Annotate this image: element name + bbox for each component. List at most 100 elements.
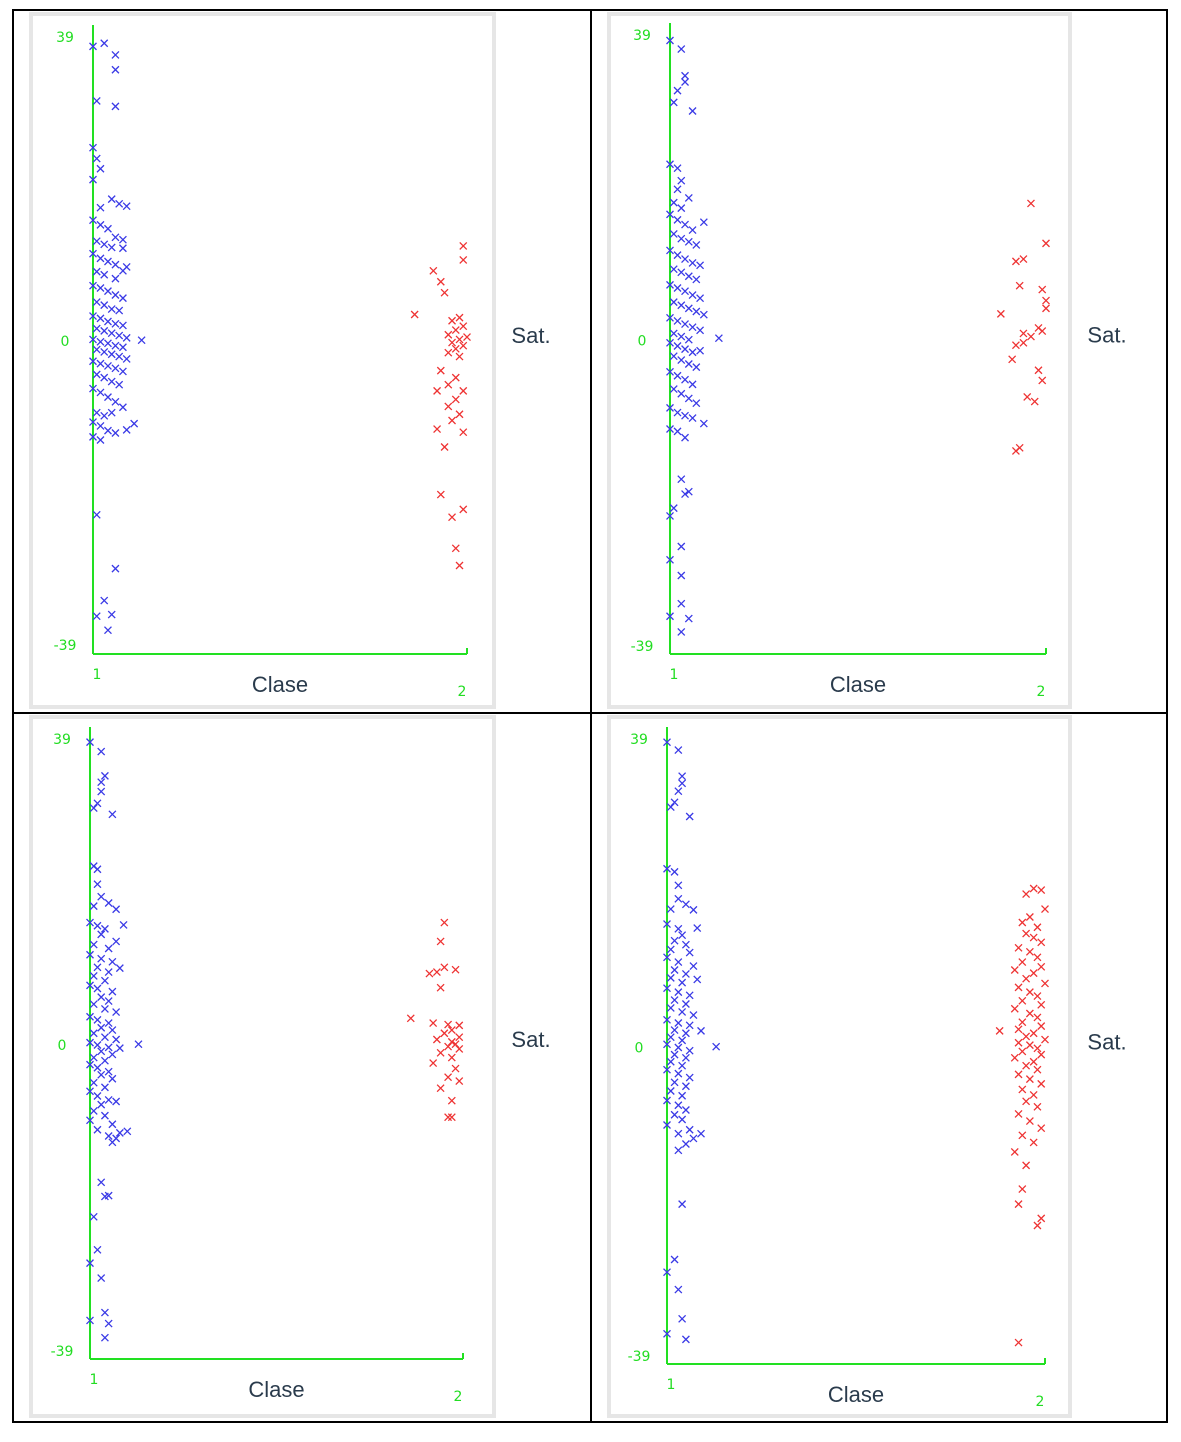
data-point — [674, 881, 683, 890]
data-point — [674, 1146, 683, 1155]
data-point — [678, 931, 687, 940]
data-point — [459, 241, 468, 250]
data-point — [104, 361, 112, 370]
data-point — [440, 288, 449, 297]
data-point — [666, 246, 674, 255]
data-point — [663, 1121, 671, 1129]
data-point — [689, 1134, 698, 1143]
y-tick-label: -39 — [51, 1344, 74, 1360]
data-point — [1037, 1214, 1046, 1223]
data-point — [1014, 1200, 1023, 1209]
data-point — [118, 244, 127, 253]
data-point — [681, 220, 689, 229]
data-point — [1034, 366, 1043, 375]
data-point — [86, 1259, 94, 1268]
data-point — [451, 395, 460, 404]
data-point — [92, 298, 101, 306]
data-point — [674, 1129, 683, 1138]
data-point — [681, 900, 690, 909]
data-point — [681, 411, 689, 420]
data-point — [459, 428, 468, 437]
data-point — [674, 958, 683, 967]
data-point — [97, 1070, 106, 1079]
data-point — [688, 380, 697, 389]
data-point — [115, 1128, 124, 1137]
x-tick-label: 1 — [90, 1372, 99, 1388]
data-point — [692, 240, 701, 249]
data-point — [678, 1091, 687, 1100]
data-point — [670, 867, 679, 876]
data-point — [699, 419, 708, 428]
panel-frame — [12, 9, 1168, 1423]
data-point — [1038, 327, 1047, 336]
data-point — [1033, 923, 1042, 932]
data-point — [1033, 1102, 1042, 1111]
data-point — [112, 1134, 121, 1143]
data-point — [1025, 1075, 1034, 1084]
data-point — [1018, 996, 1027, 1005]
data-point — [122, 425, 131, 434]
data-point — [685, 812, 694, 821]
data-point — [89, 971, 98, 980]
data-point — [1010, 1004, 1019, 1013]
data-point — [684, 237, 693, 246]
data-point — [1018, 958, 1027, 967]
data-point — [678, 1115, 687, 1124]
data-point — [685, 1046, 694, 1055]
data-point — [666, 905, 675, 914]
data-point — [1025, 1041, 1034, 1050]
data-point — [1037, 1079, 1046, 1088]
data-point — [669, 198, 678, 207]
data-point — [406, 1014, 415, 1023]
data-point — [692, 363, 701, 372]
data-point — [93, 963, 102, 972]
scatter-plot-3: 39 0 -39 1 2 Clase Sat. — [29, 715, 551, 1418]
data-point — [673, 427, 682, 436]
data-point — [670, 936, 679, 945]
data-point — [1029, 1138, 1038, 1147]
data-point — [92, 612, 101, 621]
scatter-plot-4: 39 0 -39 1 2 Clase Sat. — [607, 715, 1127, 1418]
data-point — [663, 1040, 671, 1049]
data-point — [1025, 913, 1034, 921]
data-point — [1033, 1013, 1042, 1022]
data-point — [688, 414, 697, 423]
data-point — [681, 345, 689, 354]
data-point — [432, 1035, 441, 1044]
data-point — [666, 973, 675, 982]
data-point — [112, 905, 121, 914]
data-point — [663, 920, 671, 929]
data-point — [1029, 1091, 1038, 1099]
data-point — [684, 360, 693, 368]
data-point — [93, 984, 102, 993]
data-point — [93, 1092, 102, 1100]
data-point — [93, 1041, 102, 1049]
data-point — [699, 218, 708, 227]
data-point — [685, 1073, 694, 1082]
data-point — [89, 902, 98, 911]
data-point — [104, 997, 113, 1006]
data-point — [663, 953, 671, 962]
data-point — [436, 366, 445, 375]
data-point — [111, 233, 120, 242]
data-point — [681, 969, 690, 978]
data-point — [97, 993, 106, 1002]
data-point — [685, 1021, 694, 1030]
data-point — [1014, 943, 1023, 952]
data-point — [696, 326, 705, 335]
data-point — [1037, 1050, 1046, 1059]
data-point — [448, 316, 456, 325]
data-point — [96, 254, 105, 263]
data-point — [100, 411, 109, 420]
data-point — [111, 564, 120, 573]
x-axis-label: Clase — [830, 672, 886, 697]
data-point — [108, 810, 117, 819]
data-point — [451, 373, 460, 382]
data-point — [122, 354, 131, 363]
data-point — [444, 348, 453, 357]
data-point — [1037, 886, 1046, 895]
data-point — [451, 965, 460, 974]
data-point — [115, 199, 124, 208]
data-point — [696, 294, 705, 303]
